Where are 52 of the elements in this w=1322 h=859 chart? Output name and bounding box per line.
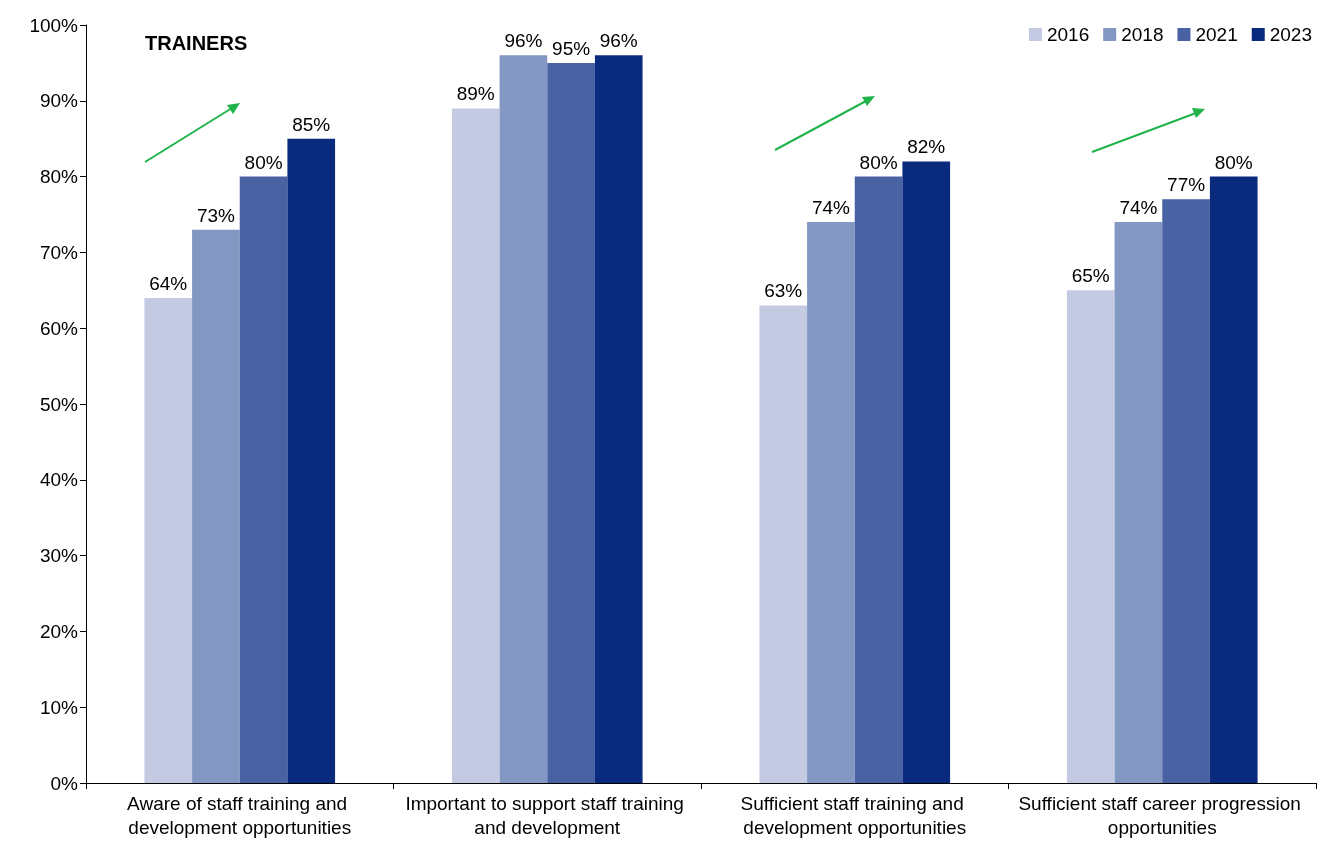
data-label: 80% [244,151,283,173]
data-label: 85% [292,113,331,135]
bar [144,297,193,783]
data-label: 77% [1167,174,1206,196]
x-tick-label: Sufficient staff training and development opportunities [740,792,970,838]
legend-label: 2023 [1269,24,1313,45]
y-tick-label: 10% [39,696,79,718]
legend-label: 2016 [1046,24,1090,45]
bar [192,229,240,783]
y-tick-label: 90% [39,90,79,112]
x-tick-label: Sufficient staff career progression opportunities [1018,792,1307,838]
data-label: 80% [859,151,898,173]
legend-label: 2021 [1195,24,1238,45]
bar [1209,176,1258,783]
y-tick-label: 30% [39,545,79,567]
chart-title: TRAINERS [145,32,248,54]
bar [451,108,500,783]
y-tick-label: 20% [39,620,79,642]
x-tick-label: Aware of staff training and development opportunities [127,792,353,838]
data-label: 64% [149,272,188,294]
bar [854,176,903,783]
bar [759,305,808,783]
y-tick-label: 40% [39,469,79,491]
legend-label: 2018 [1121,24,1164,45]
data-label: 89% [456,83,495,105]
data-label: 73% [196,204,236,226]
bar [1066,290,1115,783]
bar [239,176,288,783]
data-label: 74% [811,197,851,219]
y-tick-label: 0% [50,772,79,794]
bar [594,55,643,783]
data-label: 96% [504,30,543,52]
bar [902,161,951,783]
bar [287,138,336,783]
y-tick-label: 100% [29,14,79,36]
bar [1114,222,1163,783]
data-label: 65% [1071,265,1110,287]
data-label: 96% [599,30,638,52]
bar [807,222,855,783]
data-label: 82% [907,136,946,158]
bar [1162,199,1210,783]
bar [547,62,595,783]
x-tick-label: Important to support staff training and development [405,792,690,838]
data-label: 63% [764,280,803,302]
data-label: 74% [1119,197,1158,219]
data-label: 80% [1214,151,1253,173]
y-tick-label: 70% [39,241,79,263]
y-tick-label: 60% [39,317,79,339]
data-label: 95% [552,37,591,59]
bar [499,55,548,783]
y-tick-label: 80% [39,166,79,188]
y-tick-label: 50% [39,393,79,415]
